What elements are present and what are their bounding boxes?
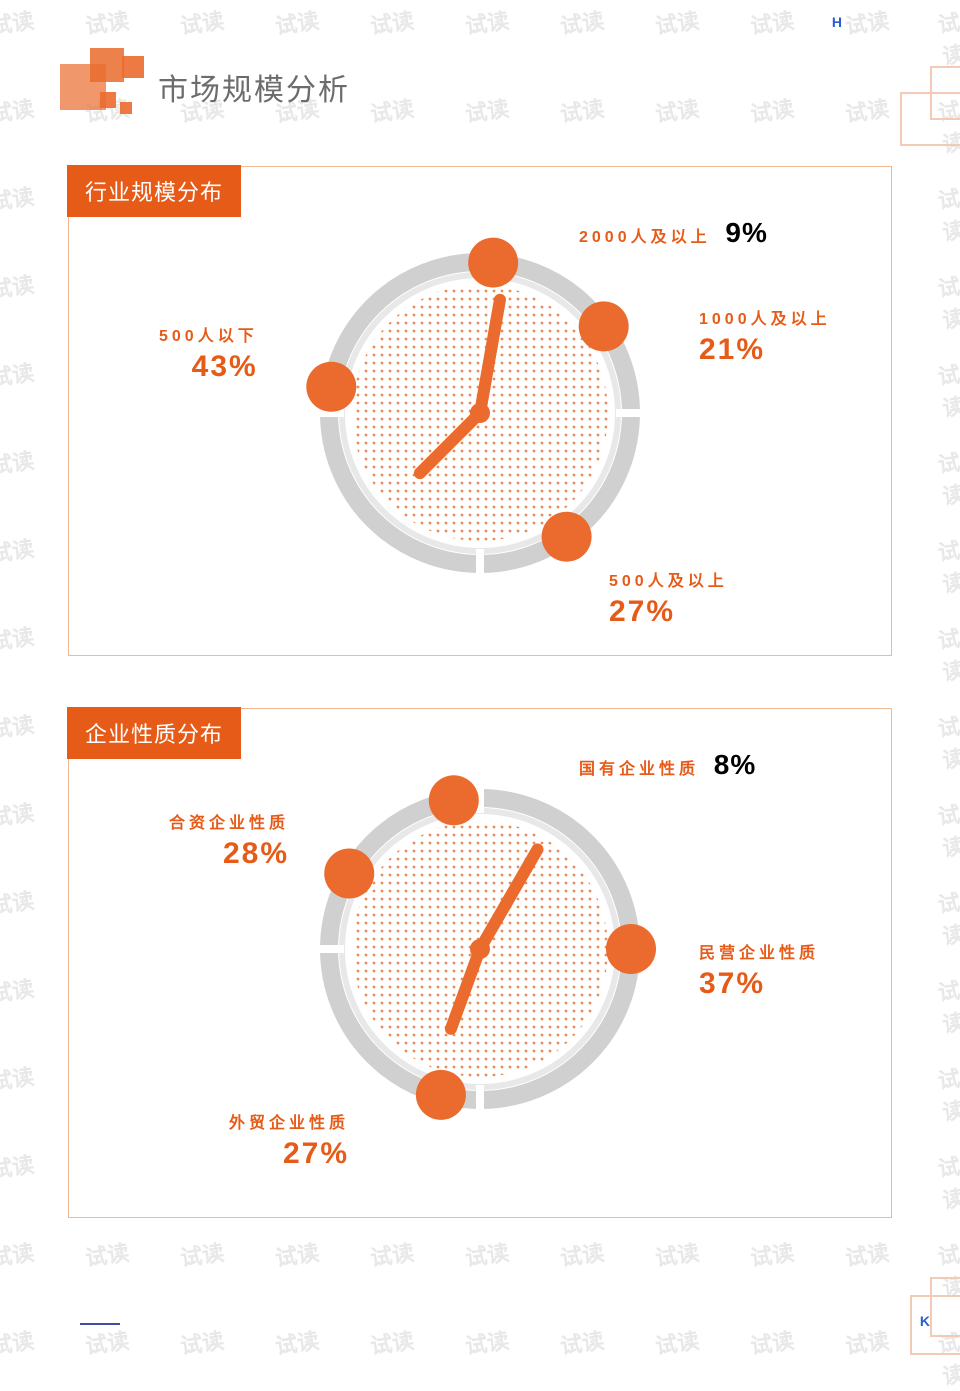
watermark: 试读	[936, 797, 960, 863]
watermark: 试读	[748, 1323, 796, 1361]
watermark: 试读	[936, 533, 960, 599]
watermark: 试读	[936, 621, 960, 687]
watermark: 试读	[936, 357, 960, 423]
chart-label-text: 国有企业性质	[579, 761, 699, 778]
chart-label-value: 21%	[699, 333, 831, 367]
watermark: 试读	[0, 443, 36, 481]
panel-industry-scale: 行业规模分布 2000人及以上 9%1000人及以上21%500人及以上27%5…	[68, 166, 892, 656]
watermark: 试读	[653, 1235, 701, 1273]
chart-label-text: 合资企业性质	[169, 809, 289, 833]
watermark: 试读	[83, 3, 131, 41]
footer-rule	[80, 1323, 120, 1325]
watermark: 试读	[368, 91, 416, 129]
chart-label-value: 27%	[609, 595, 728, 629]
watermark: 试读	[273, 1323, 321, 1361]
panel1-title: 行业规模分布	[67, 165, 241, 217]
corner-marker-h: H	[832, 14, 842, 30]
watermark: 试读	[653, 91, 701, 129]
watermark: 试读	[936, 973, 960, 1039]
watermark: 试读	[558, 1323, 606, 1361]
chart-label: 外贸企业性质 27%	[229, 1109, 349, 1171]
watermark: 试读	[0, 179, 36, 217]
watermark: 试读	[748, 1235, 796, 1273]
chart-label-value: 27%	[229, 1137, 349, 1171]
watermark: 试读	[936, 181, 960, 247]
watermark: 试读	[748, 3, 796, 41]
watermark: 试读	[936, 1149, 960, 1215]
watermark: 试读	[0, 619, 36, 657]
clock-chart-2	[300, 769, 660, 1134]
watermark: 试读	[843, 1235, 891, 1273]
watermark: 试读	[463, 91, 511, 129]
chart-label-text: 民营企业性质	[699, 939, 819, 963]
watermark: 试读	[0, 707, 36, 745]
watermark: 试读	[0, 971, 36, 1009]
watermark: 试读	[0, 3, 36, 41]
watermark: 试读	[178, 1235, 226, 1273]
watermark: 试读	[843, 91, 891, 129]
watermark: 试读	[178, 3, 226, 41]
chart-label: 1000人及以上 21%	[699, 305, 831, 367]
watermark: 试读	[936, 269, 960, 335]
chart-label: 国有企业性质 8%	[579, 749, 756, 781]
watermark: 试读	[368, 3, 416, 41]
watermark: 试读	[843, 1323, 891, 1361]
watermark: 试读	[843, 3, 891, 41]
watermark: 试读	[653, 1323, 701, 1361]
watermark: 试读	[936, 885, 960, 951]
chart-label-value: 37%	[699, 967, 819, 1001]
page-title: 市场规模分析	[158, 65, 350, 109]
chart-label-text: 外贸企业性质	[229, 1109, 349, 1133]
chart-label-value: 28%	[169, 837, 289, 871]
chart-label-value: 8%	[705, 749, 756, 780]
watermark: 试读	[0, 267, 36, 305]
watermark: 试读	[0, 1059, 36, 1097]
chart-label: 500人以下 43%	[159, 322, 258, 384]
chart-label-text: 1000人及以上	[699, 305, 831, 329]
chart-label: 2000人及以上 9%	[579, 217, 768, 249]
watermark: 试读	[0, 1323, 36, 1361]
watermark: 试读	[0, 795, 36, 833]
watermark: 试读	[936, 5, 960, 71]
watermark: 试读	[936, 709, 960, 775]
panel2-title: 企业性质分布	[67, 707, 241, 759]
watermark: 试读	[0, 1147, 36, 1185]
watermark: 试读	[273, 3, 321, 41]
watermark: 试读	[273, 1235, 321, 1273]
watermark: 试读	[0, 531, 36, 569]
chart-label: 合资企业性质 28%	[169, 809, 289, 871]
chart-label-value: 9%	[717, 217, 768, 248]
watermark: 试读	[0, 883, 36, 921]
panel-enterprise-nature: 企业性质分布 国有企业性质 8% 民营企业性质 37% 外贸企业性质 27% 合资企业性质…	[68, 708, 892, 1218]
watermark: 试读	[368, 1235, 416, 1273]
watermark: 试读	[368, 1323, 416, 1361]
watermark: 试读	[178, 1323, 226, 1361]
watermark: 试读	[936, 1061, 960, 1127]
watermark: 试读	[83, 1323, 131, 1361]
watermark: 试读	[558, 91, 606, 129]
watermark: 试读	[936, 445, 960, 511]
watermark: 试读	[558, 3, 606, 41]
watermark: 试读	[83, 1235, 131, 1273]
watermark: 试读	[463, 3, 511, 41]
watermark: 试读	[463, 1235, 511, 1273]
watermark: 试读	[558, 1235, 606, 1273]
chart-label-text: 2000人及以上	[579, 229, 711, 246]
page-title-block: 市场规模分析	[60, 48, 350, 126]
chart-label: 500人及以上 27%	[609, 567, 728, 629]
clock-chart-1	[300, 233, 660, 598]
watermark: 试读	[463, 1323, 511, 1361]
chart-label: 民营企业性质 37%	[699, 939, 819, 1001]
chart-label-text: 500人以下	[159, 322, 258, 346]
chart-label-value: 43%	[159, 350, 258, 384]
watermark: 试读	[0, 355, 36, 393]
title-squares-icon	[60, 48, 148, 126]
watermark: 试读	[653, 3, 701, 41]
chart-label-text: 500人及以上	[609, 567, 728, 591]
watermark: 试读	[0, 1235, 36, 1273]
watermark: 试读	[0, 91, 36, 129]
watermark: 试读	[748, 91, 796, 129]
